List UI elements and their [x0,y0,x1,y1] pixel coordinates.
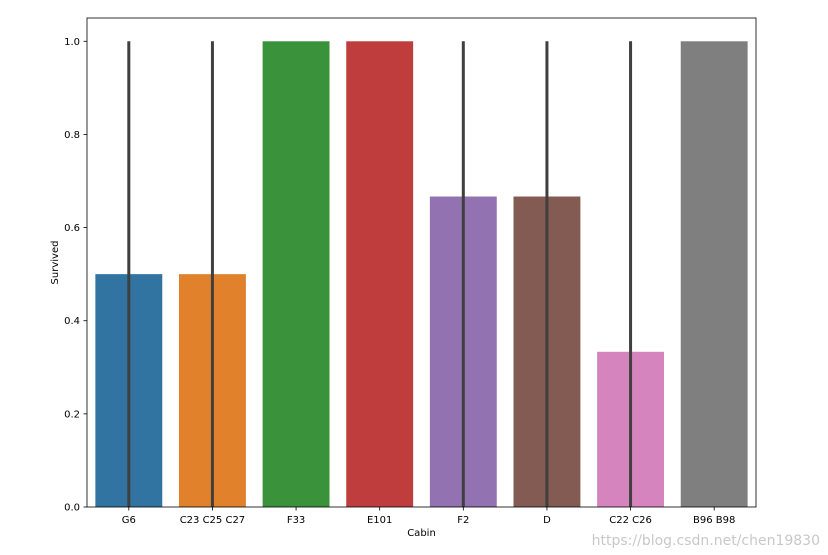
x-axis-label: Cabin [407,528,436,539]
y-tick-label: 0.8 [64,130,80,141]
watermark: https://blog.csdn.net/chen19830 [591,533,820,549]
y-tick-label: 1.0 [64,37,80,48]
x-tick-label: F2 [457,515,469,526]
bar-e101 [346,41,414,508]
x-tick-label: C22 C26 [609,515,652,526]
bar-f33 [262,41,330,508]
y-axis-label: Survived [50,241,61,285]
x-tick-label: C23 C25 C27 [180,515,245,526]
y-tick-label: 0.2 [64,409,80,420]
x-ticks-group: G6 C23 C25 C27 F33 E101 F2 D C22 C26 B96 B98 [122,507,735,526]
y-tick-label: 0.4 [64,316,80,327]
x-tick-label: D [543,515,551,526]
x-tick-label: F33 [287,515,305,526]
y-tick-label: 0.0 [64,503,80,514]
bar-b96-b98 [680,41,748,508]
bars-group [95,41,748,508]
plot-frame [86,17,757,508]
x-tick-label: B96 B98 [693,515,735,526]
y-ticks-group: 0.0 0.2 0.4 0.6 0.8 1.0 [64,37,87,514]
y-tick-label: 0.6 [64,223,80,234]
x-tick-label: G6 [122,515,136,526]
error-bars-group [127,41,633,507]
x-tick-label: E101 [367,515,392,526]
